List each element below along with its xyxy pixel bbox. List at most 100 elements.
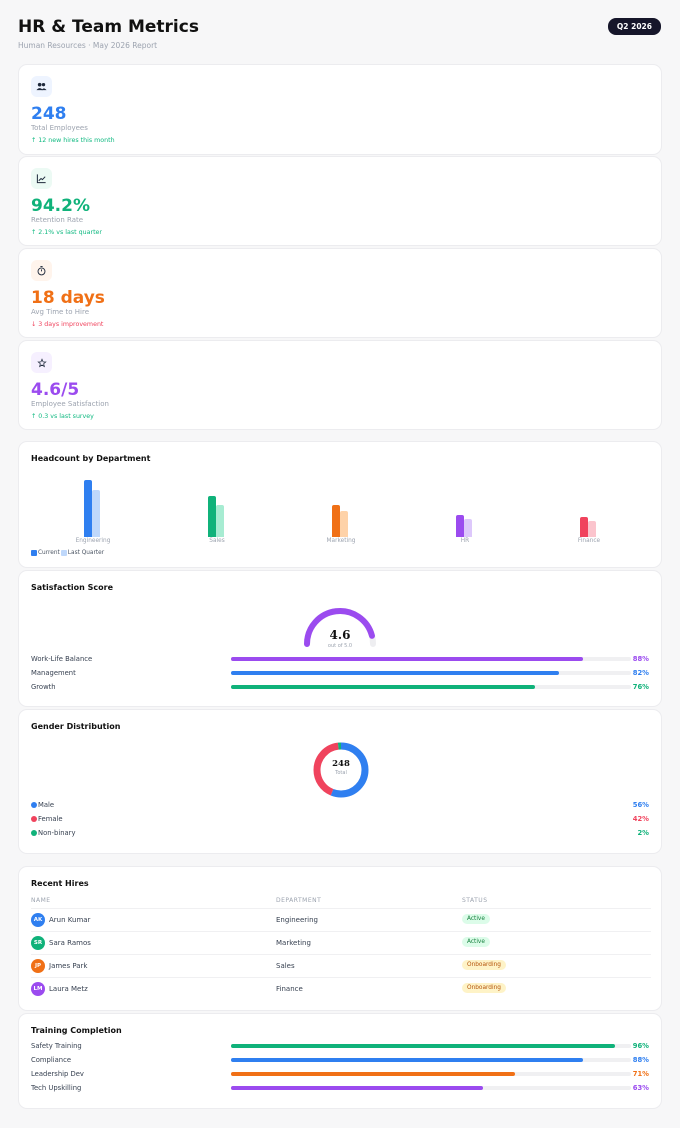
card-title: Training Completion bbox=[31, 1026, 122, 1035]
card-title: Gender Distribution bbox=[31, 722, 121, 731]
training-track bbox=[231, 1086, 631, 1090]
donut-total-label: Total bbox=[335, 770, 347, 776]
kpi-value: 4.6/5 bbox=[31, 380, 80, 400]
gauge-fill bbox=[304, 608, 375, 647]
kpi-card-employees[interactable]: 248 Total Employees ↑ 12 new hires this … bbox=[18, 64, 662, 155]
bar-last-quarter-finance bbox=[588, 520, 596, 537]
gender-card: Gender Distribution 248 Total Male 56% F… bbox=[18, 709, 662, 854]
star-icon bbox=[31, 352, 52, 373]
gender-pct: 42% bbox=[632, 815, 649, 823]
stopwatch-icon bbox=[31, 260, 52, 281]
hire-department: Engineering bbox=[276, 916, 318, 924]
table-row[interactable]: JP James Park Sales Onboarding bbox=[31, 954, 651, 977]
kpi-value: 248 bbox=[31, 104, 67, 124]
training-label: Compliance bbox=[31, 1056, 72, 1064]
gender-legend-male: Male bbox=[31, 801, 54, 809]
kpi-label: Total Employees bbox=[31, 124, 88, 132]
satisfaction-track bbox=[231, 657, 631, 661]
satisfaction-label: Work-Life Balance bbox=[31, 655, 93, 663]
table-row[interactable]: LM Laura Metz Finance Onboarding bbox=[31, 977, 651, 1000]
kpi-delta: ↑ 12 new hires this month bbox=[31, 137, 115, 144]
hire-name: Laura Metz bbox=[49, 985, 88, 993]
status-badge: Active bbox=[462, 937, 490, 947]
training-label: Leadership Dev bbox=[31, 1070, 84, 1078]
column-header-department: DEPARTMENT bbox=[276, 897, 322, 904]
satisfaction-pct: 76% bbox=[632, 683, 649, 691]
people-icon bbox=[31, 76, 52, 97]
kpi-card-time-to-hire[interactable]: 18 days Avg Time to Hire ↓ 3 days improv… bbox=[18, 248, 662, 338]
avatar: AK bbox=[31, 913, 45, 927]
bar-last-quarter-engineering bbox=[92, 489, 100, 537]
category-label: Finance bbox=[577, 538, 601, 544]
column-header-status: STATUS bbox=[462, 897, 488, 904]
bar-last-quarter-marketing bbox=[340, 510, 348, 537]
page-header: HR & Team Metrics Human Resources · May … bbox=[18, 16, 662, 50]
gauge-value: 4.6 bbox=[329, 628, 351, 642]
kpi-label: Avg Time to Hire bbox=[31, 308, 90, 316]
kpi-delta: ↑ 0.3 vs last survey bbox=[31, 413, 94, 420]
bar-last-quarter-hr bbox=[464, 519, 472, 537]
hire-department: Finance bbox=[276, 985, 303, 993]
satisfaction-fill bbox=[231, 671, 559, 675]
donut-segment-female bbox=[313, 742, 369, 798]
training-pct: 96% bbox=[632, 1042, 649, 1050]
legend-dot bbox=[31, 802, 37, 808]
hire-name: Arun Kumar bbox=[49, 916, 91, 924]
hire-name: Sara Ramos bbox=[49, 939, 91, 947]
donut-segment-non-binary bbox=[313, 742, 369, 798]
satisfaction-track bbox=[231, 671, 631, 675]
training-track bbox=[231, 1058, 631, 1062]
bar-current-hr bbox=[456, 514, 464, 537]
satisfaction-pct: 82% bbox=[632, 669, 649, 677]
training-pct: 88% bbox=[632, 1056, 649, 1064]
kpi-value: 94.2% bbox=[31, 196, 90, 216]
satisfaction-label: Growth bbox=[31, 683, 56, 691]
training-track bbox=[231, 1044, 631, 1048]
gauge-caption: out of 5.0 bbox=[327, 643, 353, 649]
card-title: Satisfaction Score bbox=[31, 583, 114, 592]
kpi-delta: ↑ 2.1% vs last quarter bbox=[31, 229, 103, 236]
table-row[interactable]: AK Arun Kumar Engineering Active bbox=[31, 908, 651, 931]
avatar: LM bbox=[31, 982, 45, 996]
status-badge: Onboarding bbox=[462, 983, 506, 993]
hire-department: Marketing bbox=[276, 939, 311, 947]
avatar: SR bbox=[31, 936, 45, 950]
kpi-label: Employee Satisfaction bbox=[31, 400, 109, 408]
legend-dot bbox=[31, 816, 37, 822]
legend-label-last: Last Quarter bbox=[67, 550, 105, 556]
legend-dot bbox=[31, 830, 37, 836]
bar-current-finance bbox=[580, 517, 588, 537]
satisfaction-card: Satisfaction Score 4.6 out of 5.0 Work-L… bbox=[18, 570, 662, 707]
category-label: Sales bbox=[209, 538, 225, 544]
satisfaction-fill bbox=[231, 657, 583, 661]
kpi-card-retention[interactable]: 94.2% Retention Rate ↑ 2.1% vs last quar… bbox=[18, 156, 662, 246]
bar-current-marketing bbox=[332, 505, 340, 537]
training-fill bbox=[231, 1086, 483, 1090]
avatar: JP bbox=[31, 959, 45, 973]
satisfaction-pct: 88% bbox=[632, 655, 649, 663]
bar-current-sales bbox=[208, 496, 216, 537]
period-badge[interactable]: Q2 2026 bbox=[607, 18, 661, 35]
chart-icon bbox=[31, 168, 52, 189]
status-badge: Onboarding bbox=[462, 960, 506, 970]
table-row[interactable]: SR Sara Ramos Marketing Active bbox=[31, 931, 651, 954]
satisfaction-gauge bbox=[304, 608, 376, 647]
hire-name: James Park bbox=[49, 962, 88, 970]
training-pct: 63% bbox=[632, 1084, 649, 1092]
card-title: Recent Hires bbox=[31, 879, 89, 888]
donut-total: 248 bbox=[332, 759, 350, 769]
satisfaction-label: Management bbox=[31, 669, 76, 677]
training-pct: 71% bbox=[632, 1070, 649, 1078]
gender-donut bbox=[313, 742, 369, 798]
kpi-card-satisfaction[interactable]: 4.6/5 Employee Satisfaction ↑ 0.3 vs las… bbox=[18, 340, 662, 430]
training-track bbox=[231, 1072, 631, 1076]
gender-pct: 2% bbox=[637, 829, 649, 837]
kpi-label: Retention Rate bbox=[31, 216, 84, 224]
satisfaction-track bbox=[231, 685, 631, 689]
training-fill bbox=[231, 1058, 583, 1062]
training-label: Tech Upskilling bbox=[31, 1084, 82, 1092]
gender-legend-nonbinary: Non-binary bbox=[31, 829, 76, 837]
training-fill bbox=[231, 1072, 515, 1076]
category-label: Marketing bbox=[326, 538, 356, 544]
